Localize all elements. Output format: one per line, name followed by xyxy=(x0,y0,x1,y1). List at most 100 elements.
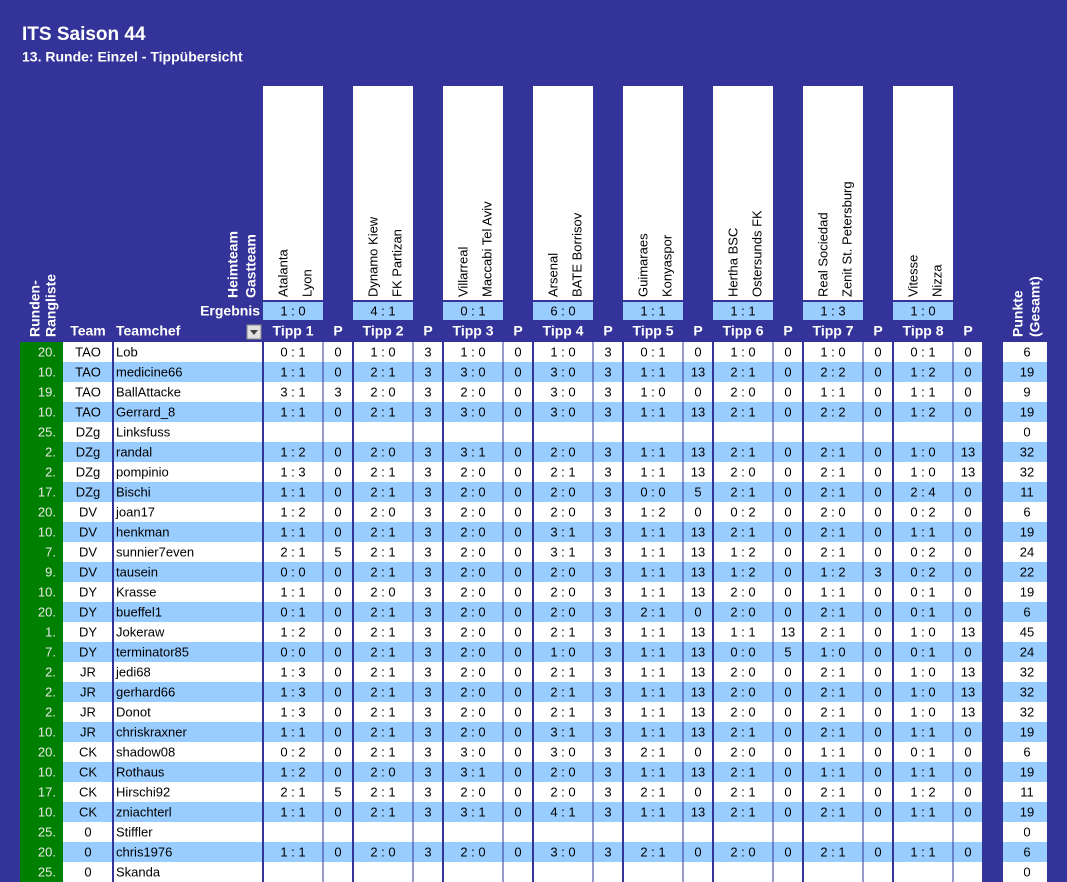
row-bg xyxy=(63,842,983,862)
tipp: 2 : 1 xyxy=(550,664,575,679)
points: 0 xyxy=(964,784,971,799)
total: 24 xyxy=(1020,544,1034,559)
tipp: 1 : 1 xyxy=(910,804,935,819)
match-box xyxy=(533,86,593,300)
tipp: 2 : 1 xyxy=(820,784,845,799)
team: CK xyxy=(79,744,97,759)
away-team: Maccabi Tel Aviv xyxy=(479,201,494,297)
points: 3 xyxy=(604,444,611,459)
points: 0 xyxy=(784,444,791,459)
result: 4 : 1 xyxy=(370,303,395,318)
rank: 25. xyxy=(38,864,56,879)
points: 0 xyxy=(964,744,971,759)
tipp: 1 : 1 xyxy=(820,744,845,759)
points: 3 xyxy=(604,404,611,419)
tipp: 2 : 1 xyxy=(280,544,305,559)
points: 0 xyxy=(514,744,521,759)
total-bg xyxy=(1003,762,1047,782)
points: 0 xyxy=(784,684,791,699)
tipp-header: Tipp 7 xyxy=(813,323,854,339)
tipp: 2 : 1 xyxy=(370,624,395,639)
tipp: 1 : 1 xyxy=(640,524,665,539)
tipp: 1 : 0 xyxy=(460,344,485,359)
tipp: 1 : 1 xyxy=(820,384,845,399)
points: 0 xyxy=(874,624,881,639)
rank: 7. xyxy=(45,544,56,559)
tipp: 0 : 1 xyxy=(280,344,305,359)
points: 0 xyxy=(514,804,521,819)
p-header: P xyxy=(513,323,522,339)
points: 3 xyxy=(604,524,611,539)
points: 0 xyxy=(334,524,341,539)
points: 0 xyxy=(874,604,881,619)
rank: 7. xyxy=(45,644,56,659)
points: 13 xyxy=(691,564,705,579)
team: CK xyxy=(79,804,97,819)
tipp: 2 : 0 xyxy=(460,684,485,699)
tipp: 1 : 1 xyxy=(820,764,845,779)
team: 0 xyxy=(84,824,91,839)
team: DZg xyxy=(76,464,101,479)
total: 32 xyxy=(1020,664,1034,679)
tipp: 2 : 0 xyxy=(550,604,575,619)
p-header: P xyxy=(693,323,702,339)
points: 3 xyxy=(424,524,431,539)
result: 0 : 1 xyxy=(460,303,485,318)
points: 0 xyxy=(784,484,791,499)
tipp: 2 : 4 xyxy=(910,484,935,499)
points: 0 xyxy=(874,484,881,499)
tipp: 1 : 0 xyxy=(370,344,395,359)
away-team: Nizza xyxy=(929,264,944,297)
tipp: 2 : 0 xyxy=(730,684,755,699)
tipp: 1 : 1 xyxy=(280,804,305,819)
tipp: 2 : 1 xyxy=(820,704,845,719)
points: 0 xyxy=(514,344,521,359)
total-bg xyxy=(1003,522,1047,542)
total-bg xyxy=(1003,562,1047,582)
points: 3 xyxy=(424,784,431,799)
total: 19 xyxy=(1020,524,1034,539)
total: 24 xyxy=(1020,644,1034,659)
total: 19 xyxy=(1020,804,1034,819)
result: 1 : 0 xyxy=(280,303,305,318)
points: 13 xyxy=(961,664,975,679)
points: 13 xyxy=(691,404,705,419)
total-bg xyxy=(1003,542,1047,562)
tipp: 1 : 1 xyxy=(640,764,665,779)
points: 0 xyxy=(784,744,791,759)
tipp: 1 : 1 xyxy=(910,724,935,739)
team: DY xyxy=(79,604,97,619)
rank: 2. xyxy=(45,664,56,679)
rank: 10. xyxy=(38,584,56,599)
points: 0 xyxy=(784,764,791,779)
chef: shadow08 xyxy=(116,744,175,759)
row-bg xyxy=(63,862,983,882)
total: 6 xyxy=(1023,504,1030,519)
points: 3 xyxy=(424,724,431,739)
tipp: 4 : 1 xyxy=(550,804,575,819)
total-bg xyxy=(1003,662,1047,682)
points: 0 xyxy=(514,784,521,799)
total: 9 xyxy=(1023,384,1030,399)
tipp: 1 : 1 xyxy=(280,524,305,539)
tipp: 1 : 1 xyxy=(280,844,305,859)
tipp: 2 : 0 xyxy=(460,604,485,619)
points: 3 xyxy=(424,764,431,779)
total: 6 xyxy=(1023,344,1030,359)
tipp: 1 : 1 xyxy=(640,644,665,659)
tipp: 2 : 0 xyxy=(730,664,755,679)
rank: 1. xyxy=(45,624,56,639)
row-bg xyxy=(63,402,983,422)
tipp: 0 : 2 xyxy=(910,504,935,519)
match-box xyxy=(803,86,863,300)
tipp: 1 : 0 xyxy=(550,644,575,659)
tipp: 2 : 1 xyxy=(640,784,665,799)
tipp-header: Tipp 1 xyxy=(273,323,314,339)
points: 0 xyxy=(514,564,521,579)
chef: Rothaus xyxy=(116,764,165,779)
tipp: 2 : 1 xyxy=(820,524,845,539)
team: DV xyxy=(79,564,97,579)
points: 3 xyxy=(604,364,611,379)
points: 3 xyxy=(604,604,611,619)
team: JR xyxy=(80,684,96,699)
